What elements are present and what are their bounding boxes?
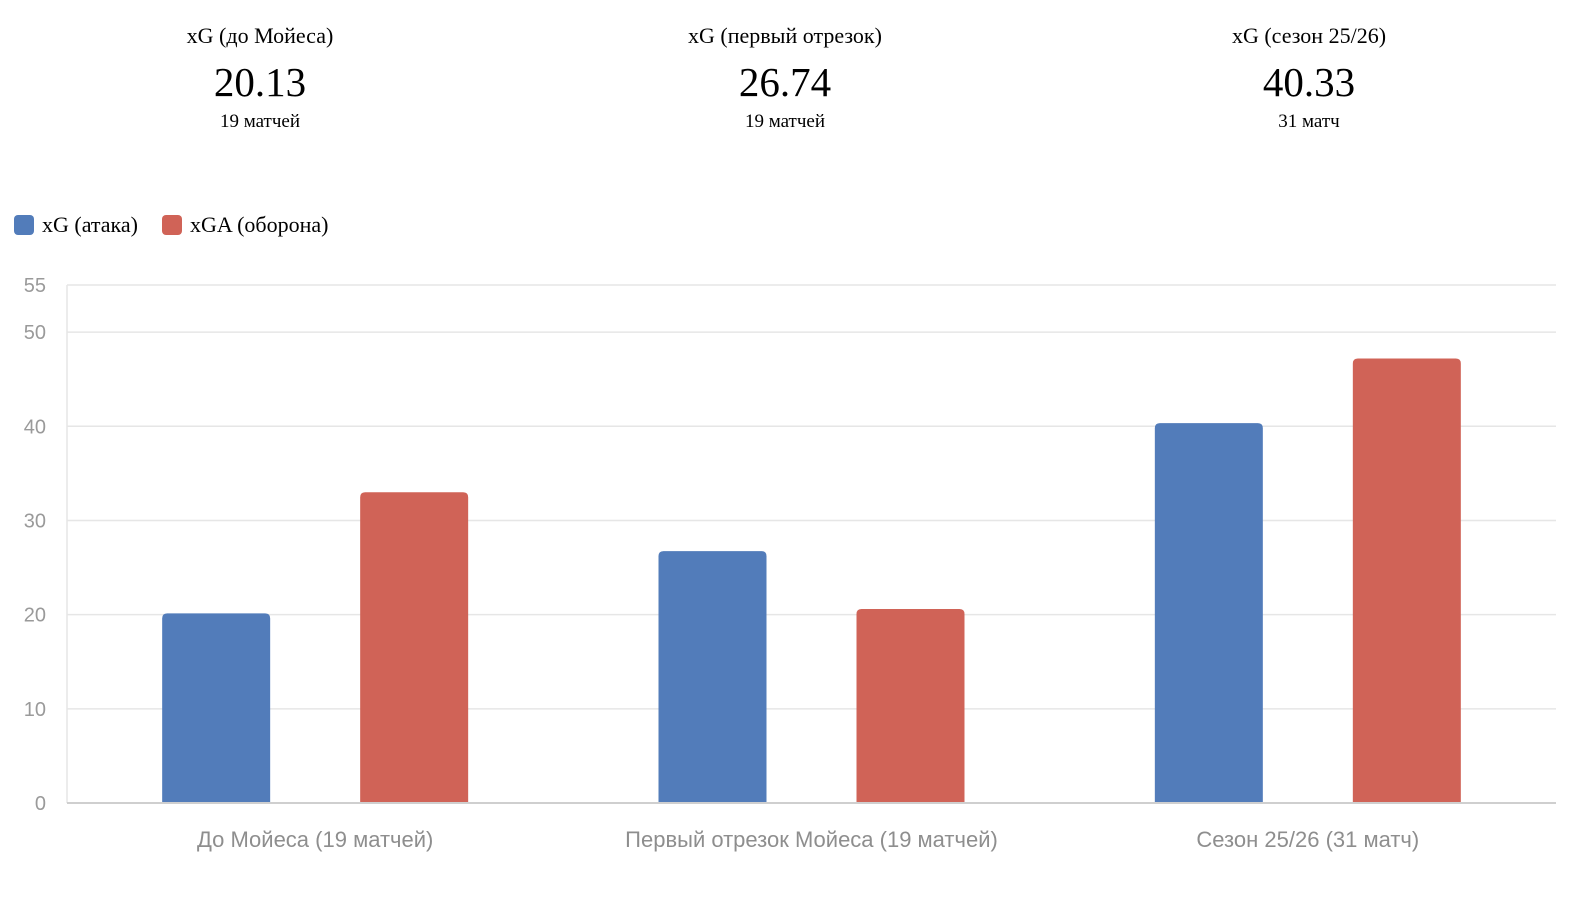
bar-xga-2[interactable]: [1352, 358, 1461, 803]
bar-xga-1[interactable]: [856, 608, 965, 803]
stat-label: xG (первый отрезок): [688, 23, 882, 48]
stat-subtitle: 31 матч: [1278, 111, 1340, 132]
stat-value: 20.13: [213, 59, 307, 105]
summary-stats: xG (до Мойеса) 20.13 19 матчей xG (первы…: [0, 0, 1580, 160]
x-category-label: Первый отрезок Мойеса (19 матчей): [625, 827, 998, 852]
stat-label: xG (сезон 25/26): [1231, 23, 1387, 48]
stat-subtitle: 19 матчей: [744, 111, 826, 132]
stat-card-season: xG (сезон 25/26) 40.33 31 матч: [1129, 18, 1489, 134]
x-category-label: Сезон 25/26 (31 матч): [1196, 827, 1419, 852]
bar-xg-1[interactable]: [658, 551, 767, 803]
stat-card-before-moyes: xG (до Мойеса) 20.13 19 матчей: [80, 18, 440, 134]
stat-value: 40.33: [1262, 59, 1356, 105]
y-tick-label: 55: [24, 275, 46, 297]
bars: [162, 358, 1461, 803]
legend-item-xga[interactable]: xGA (оборона): [162, 212, 328, 238]
bar-xg-0[interactable]: [162, 613, 271, 803]
grid-lines: [67, 284, 1556, 710]
y-tick-label: 40: [24, 416, 46, 438]
x-axis-labels: До Мойеса (19 матчей) Первый отрезок Мойе…: [197, 827, 1419, 852]
x-category-label: До Мойеса (19 матчей): [197, 827, 433, 852]
legend-swatch-xg: [14, 215, 34, 235]
y-tick-label: 50: [24, 322, 46, 344]
bar-xg-2[interactable]: [1154, 423, 1263, 803]
stat-value: 26.74: [738, 59, 832, 105]
bar-xga-0[interactable]: [360, 492, 469, 803]
stat-label: xG (до Мойеса): [186, 23, 334, 48]
legend-label-xg: xG (атака): [42, 212, 139, 237]
y-tick-label: 20: [24, 605, 46, 627]
y-tick-label: 10: [24, 699, 46, 721]
chart-legend: xG (атака) xGA (оборона): [14, 212, 352, 238]
stat-card-first-stint: xG (первый отрезок) 26.74 19 матчей: [605, 18, 965, 134]
stat-subtitle: 19 матчей: [219, 111, 301, 132]
y-axis-ticks: 0 10 20 30 40 50 55: [24, 275, 46, 815]
legend-item-xg[interactable]: xG (атака): [14, 212, 138, 238]
legend-label-xga: xGA (оборона): [190, 212, 329, 237]
y-tick-label: 0: [35, 793, 46, 815]
y-tick-label: 30: [24, 510, 46, 532]
legend-swatch-xga: [162, 215, 183, 235]
